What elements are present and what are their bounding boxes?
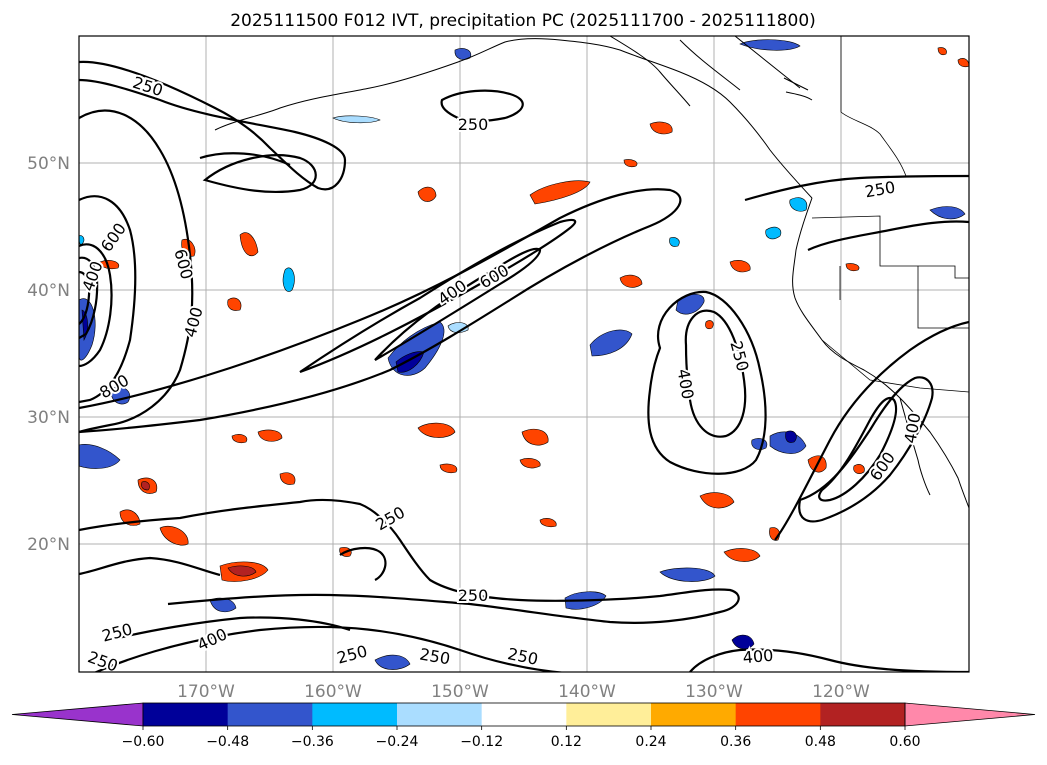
positive-precip-blobs bbox=[99, 47, 969, 582]
negative-precip-blobs bbox=[79, 39, 966, 670]
lon-label: 170°W bbox=[177, 682, 235, 702]
latitude-labels: 50°N 40°N 30°N 20°N bbox=[27, 154, 70, 555]
coastlines bbox=[214, 36, 969, 509]
lon-label: 150°W bbox=[431, 682, 489, 702]
colorbar-bin bbox=[651, 703, 737, 726]
lon-label: 120°W bbox=[812, 682, 870, 702]
colorbar-tick-label: −0.36 bbox=[291, 734, 334, 750]
lat-label: 30°N bbox=[27, 408, 70, 428]
colorbar-tick-label: −0.12 bbox=[460, 734, 503, 750]
contour-label: 250 bbox=[458, 115, 489, 134]
colorbar-bin bbox=[227, 703, 313, 726]
colorbar-bin bbox=[312, 703, 398, 726]
lat-label: 20°N bbox=[27, 535, 70, 555]
ivt-contours bbox=[79, 60, 969, 672]
colorbar-over-extension bbox=[904, 702, 1036, 727]
colorbar: −0.60 −0.48 −0.36 −0.24 −0.12 0.12 0.24 0.36 0.4… bbox=[11, 702, 1036, 750]
colorbar-bin bbox=[397, 703, 483, 726]
lat-label: 40°N bbox=[27, 281, 70, 301]
contour-label: 400 bbox=[742, 646, 774, 668]
colorbar-tick-label: −0.24 bbox=[376, 734, 419, 750]
colorbar-tick-label: −0.60 bbox=[122, 734, 165, 750]
colorbar-tick-label: 0.12 bbox=[551, 734, 582, 750]
colorbar-under-extension bbox=[11, 702, 144, 727]
longitude-labels: 170°W 160°W 150°W 140°W 130°W 120°W bbox=[177, 682, 870, 702]
map-title: 2025111500 F012 IVT, precipitation PC (2… bbox=[230, 11, 816, 31]
colorbar-bin bbox=[735, 703, 821, 726]
graticule bbox=[79, 36, 969, 672]
colorbar-bin bbox=[481, 703, 567, 726]
colorbar-bin bbox=[143, 703, 229, 726]
lon-label: 130°W bbox=[685, 682, 743, 702]
colorbar-bin bbox=[820, 703, 906, 726]
colorbar-tick-label: 0.48 bbox=[805, 734, 836, 750]
colorbar-outline bbox=[142, 702, 906, 727]
contour-label: 250 bbox=[458, 586, 489, 605]
lat-label: 50°N bbox=[27, 154, 70, 174]
colorbar-bin bbox=[566, 703, 652, 726]
colorbar-tick-label: 0.24 bbox=[635, 734, 666, 750]
colorbar-tick-label: 0.36 bbox=[720, 734, 751, 750]
contour-label: 250 bbox=[130, 73, 165, 101]
contour-label-group: 250 250 250 250 250 250 250 250 250 250 … bbox=[79, 71, 927, 672]
lon-label: 140°W bbox=[558, 682, 616, 702]
colorbar-tick-label: 0.60 bbox=[889, 734, 920, 750]
map-frame bbox=[78, 35, 970, 673]
colorbar-tick-label: −0.48 bbox=[206, 734, 249, 750]
lon-label: 160°W bbox=[304, 682, 362, 702]
map-area: 250 250 250 250 250 250 250 250 250 250 … bbox=[79, 36, 969, 672]
